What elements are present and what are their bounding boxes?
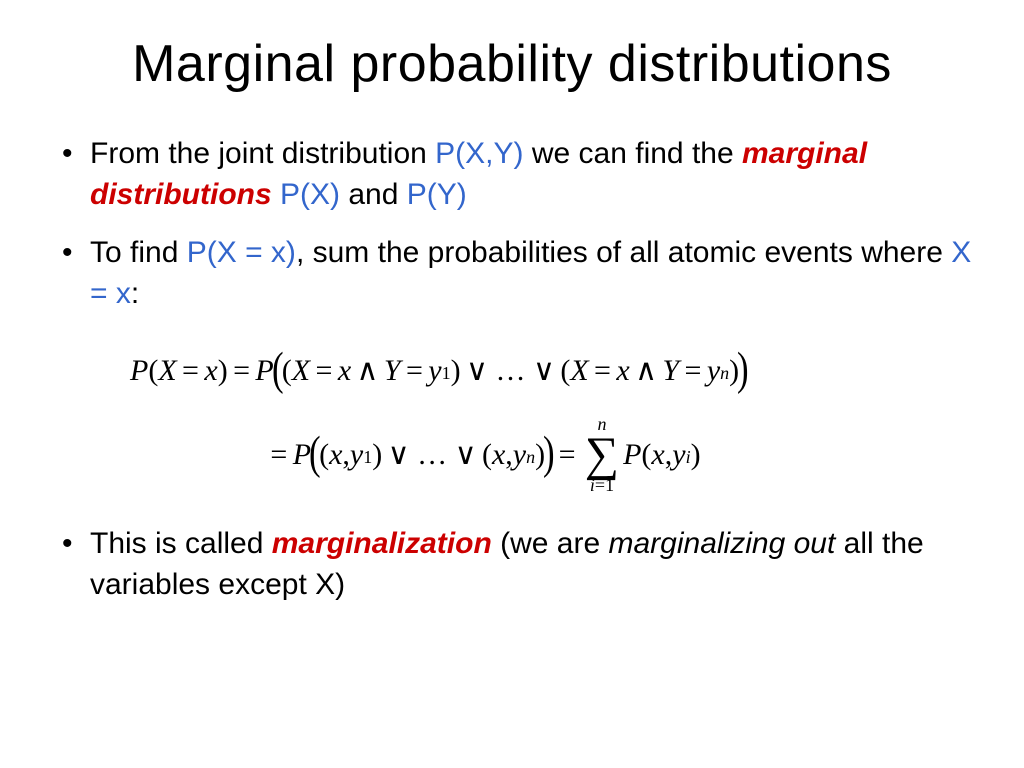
math-token: ∨ … ∨: [466, 353, 555, 388]
bullet-3: This is called marginalization (we are m…: [90, 524, 974, 605]
text-run-emph: marginalization: [272, 527, 492, 560]
text-run-blue: P(X,Y): [435, 137, 523, 170]
math-token: (: [319, 438, 329, 472]
bullet-list-2: This is called marginalization (we are m…: [40, 524, 984, 605]
math-token: ): [691, 438, 701, 472]
math-subscript: 1: [442, 363, 451, 384]
math-token: =: [685, 354, 702, 388]
math-token: Y: [662, 354, 679, 388]
math-token: y: [513, 438, 526, 472]
math-token: x: [204, 354, 217, 388]
math-token: =: [182, 354, 199, 388]
text-run: From the joint distribution: [90, 137, 435, 170]
bullet-2: To find P(X = x), sum the probabilities …: [90, 233, 974, 314]
math-token: X: [158, 354, 176, 388]
math-token: ∧: [635, 353, 657, 388]
math-token: =: [270, 438, 287, 472]
math-token: y: [707, 354, 720, 388]
text-run-blue: P(Y): [407, 178, 467, 211]
slide: Marginal probability distributions From …: [0, 0, 1024, 768]
math-token: (: [148, 354, 158, 388]
math-subscript: 1: [363, 447, 372, 468]
bullet-list: From the joint distribution P(X,Y) we ca…: [40, 134, 984, 314]
math-token: x: [616, 354, 629, 388]
text-run: :: [131, 277, 139, 310]
math-token: x: [651, 438, 664, 472]
text-run: we can find the: [524, 137, 742, 170]
math-token: ∨ … ∨: [388, 437, 477, 472]
math-token: y: [672, 438, 685, 472]
text-run-blue: P(X = x): [187, 236, 296, 269]
math-subscript: n: [720, 363, 729, 384]
math-token: x: [338, 354, 351, 388]
text-run-italic: marginalizing out: [609, 527, 836, 560]
text-run: and: [340, 178, 407, 211]
math-token: x: [492, 438, 505, 472]
math-token: =: [233, 354, 250, 388]
equation-block: P(X = x) = P((X = x ∧ Y = y1) ∨ … ∨ (X =…: [40, 344, 984, 494]
math-token: ): [451, 354, 461, 388]
math-token: x: [329, 438, 342, 472]
math-subscript: n: [526, 447, 535, 468]
slide-title: Marginal probability distributions: [40, 34, 984, 94]
text-run: [272, 178, 280, 211]
equation-line-1: P(X = x) = P((X = x ∧ Y = y1) ∨ … ∨ (X =…: [130, 344, 984, 397]
sigma-glyph: ∑: [585, 433, 619, 476]
math-token: =: [316, 354, 333, 388]
math-token: ): [218, 354, 228, 388]
big-paren-left: (: [272, 343, 284, 396]
math-token: ): [372, 438, 382, 472]
math-token: P: [623, 438, 641, 472]
text-run: , sum the probabilities of all atomic ev…: [296, 236, 951, 269]
text-run-blue: P(X): [280, 178, 340, 211]
text-run: To find: [90, 236, 187, 269]
sum-lower-limit: i=1: [590, 476, 614, 494]
math-token: X: [570, 354, 588, 388]
math-token: =: [406, 354, 423, 388]
math-token: ,: [342, 438, 350, 472]
math-token: y: [350, 438, 363, 472]
math-token: (: [482, 438, 492, 472]
text-run: This is called: [90, 527, 272, 560]
math-token: Y: [384, 354, 401, 388]
math-token: =: [594, 354, 611, 388]
math-token: P: [130, 354, 148, 388]
text-run: (we are: [492, 527, 609, 560]
big-paren-right: ): [737, 343, 749, 396]
math-token: ,: [505, 438, 513, 472]
math-subscript: i: [686, 447, 691, 468]
math-token: (: [641, 438, 651, 472]
big-paren-right: ): [543, 427, 555, 480]
math-token: =: [559, 438, 576, 472]
math-token: y: [428, 354, 441, 388]
equation-line-2: = P((x, y1) ∨ … ∨ (x, yn))= n ∑ i=1 P(x,…: [130, 415, 984, 494]
bullet-1: From the joint distribution P(X,Y) we ca…: [90, 134, 974, 215]
summation-icon: n ∑ i=1: [585, 415, 619, 494]
math-token: X: [292, 354, 310, 388]
math-token: ∧: [357, 353, 379, 388]
big-paren-left: (: [309, 427, 321, 480]
math-token: (: [560, 354, 570, 388]
